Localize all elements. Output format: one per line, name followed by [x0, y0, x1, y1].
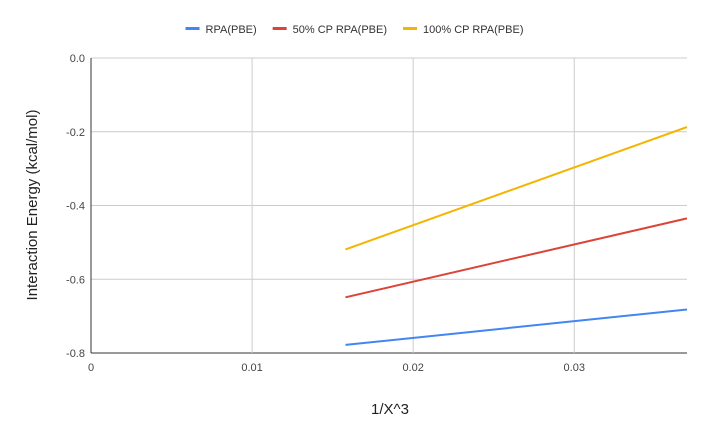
x-tick-label: 0.03	[564, 362, 585, 374]
series-line-1	[345, 217, 688, 299]
legend-label: 50% CP RPA(PBE)	[293, 24, 387, 36]
legend: RPA(PBE) 50% CP RPA(PBE) 100% CP RPA(PBE)	[185, 24, 523, 36]
y-tick-label: -0.4	[66, 201, 85, 213]
y-axis-tick-labels: 0.0 -0.2 -0.4 -0.6 -0.8	[66, 53, 85, 360]
x-tick-label: 0.02	[402, 362, 423, 374]
series-line-2	[345, 126, 688, 251]
y-tick-label: -0.6	[66, 274, 85, 286]
x-axis-title: 1/X^3	[371, 401, 409, 418]
series-line-0	[345, 308, 688, 346]
legend-label: RPA(PBE)	[206, 24, 257, 36]
legend-swatch	[403, 27, 418, 30]
y-tick-label: -0.8	[66, 348, 85, 360]
gridlines	[90, 57, 687, 354]
legend-item-2: 100% CP RPA(PBE)	[403, 24, 523, 36]
legend-swatch	[185, 27, 200, 30]
series-lines	[345, 126, 688, 346]
x-axis-tick-labels: 0 0.01 0.02 0.03	[88, 362, 585, 374]
legend-item-0: RPA(PBE)	[185, 24, 257, 36]
legend-item-1: 50% CP RPA(PBE)	[272, 24, 387, 36]
legend-label: 100% CP RPA(PBE)	[423, 24, 523, 36]
y-tick-label: -0.2	[66, 127, 85, 139]
y-axis-title: Interaction Energy (kcal/mol)	[24, 110, 41, 301]
x-tick-label: 0.01	[241, 362, 262, 374]
y-tick-label: 0.0	[70, 53, 85, 65]
legend-swatch	[272, 27, 287, 30]
x-tick-label: 0	[88, 362, 94, 374]
